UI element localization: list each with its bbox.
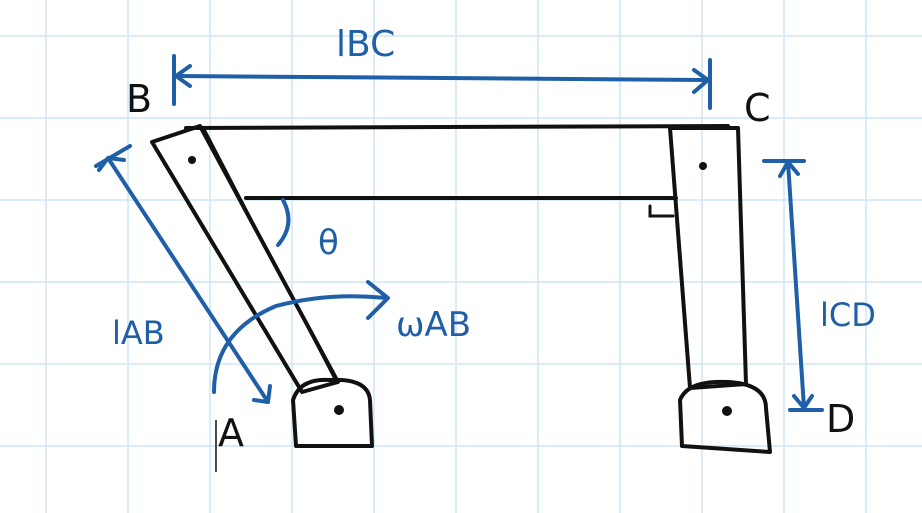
- ground-support-d: [678, 379, 772, 454]
- angle-theta-arc: [276, 198, 291, 247]
- point-label-a: A: [218, 411, 244, 455]
- angle-label-theta: θ: [318, 223, 339, 263]
- pin-b: [188, 156, 196, 164]
- link-bc: [184, 124, 730, 200]
- link-ab: [150, 124, 340, 394]
- dimension-label-cd: lCD: [820, 296, 876, 334]
- point-label-b: B: [126, 77, 152, 121]
- dimension-ab: [94, 144, 272, 404]
- ground-support-a: [291, 377, 374, 448]
- dimension-cd: [762, 159, 824, 412]
- dimension-label-ab: lAB: [112, 314, 165, 352]
- point-label-d: D: [826, 397, 855, 441]
- pin-d: [722, 406, 732, 416]
- dimension-bc: [172, 54, 712, 110]
- angular-velocity-label: ωAB: [396, 305, 471, 345]
- pin-a: [334, 405, 344, 415]
- point-label-c: C: [744, 86, 771, 130]
- right-angle-marker: [648, 204, 675, 218]
- pin-c: [699, 162, 707, 170]
- angular-velocity-arrow: [212, 280, 390, 394]
- link-cd: [668, 126, 748, 390]
- dimension-label-bc: lBC: [336, 24, 395, 65]
